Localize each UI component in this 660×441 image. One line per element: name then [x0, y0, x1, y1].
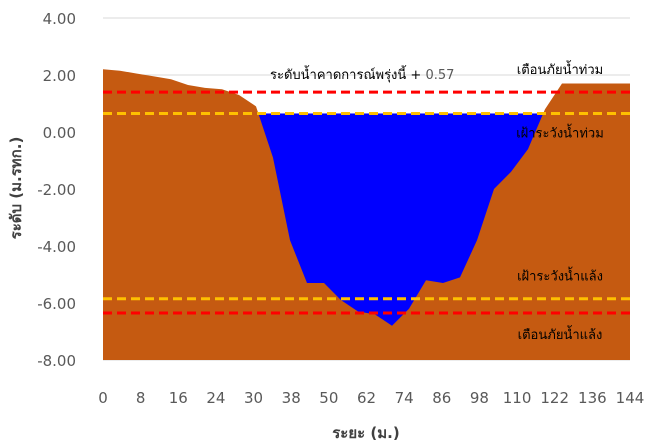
- y-tick-label-2: 0.00: [43, 124, 76, 142]
- y-tick-label-4: -4.00: [37, 238, 76, 256]
- x-axis-title: ระยะ (ม.): [332, 424, 399, 441]
- x-tick-label-11: 110: [503, 389, 532, 407]
- x-tick-label-13: 136: [578, 389, 607, 407]
- forecast-annotation-text: ระดับน้ำคาดการณ์พรุ่งนี้ +: [270, 65, 425, 83]
- x-tick-label-14: 144: [616, 389, 645, 407]
- reference-label-1: เฝ้าระวังน้ำท่วม: [516, 123, 604, 141]
- y-tick-label-6: -8.00: [37, 352, 76, 370]
- x-tick-label-10: 98: [470, 389, 489, 407]
- reference-labels: เตือนภัยน้ำท่วมเฝ้าระวังน้ำท่วมเฝ้าระวัง…: [516, 60, 604, 343]
- x-tick-label-2: 16: [169, 389, 188, 407]
- y-axis-title: ระดับ (ม.รทก.): [7, 137, 25, 240]
- y-tick-label-3: -2.00: [37, 181, 76, 199]
- x-tick-label-4: 30: [244, 389, 263, 407]
- x-tick-label-0: 0: [98, 389, 108, 407]
- x-tick-label-6: 50: [319, 389, 338, 407]
- x-tick-label-5: 38: [282, 389, 301, 407]
- x-tick-label-1: 8: [136, 389, 146, 407]
- y-tick-label-0: 4.00: [43, 10, 76, 28]
- reference-label-3: เตือนภัยน้ำแล้ง: [518, 325, 603, 343]
- reference-lines: [103, 90, 630, 315]
- x-tick-label-8: 74: [395, 389, 414, 407]
- reference-label-0: เตือนภัยน้ำท่วม: [517, 60, 603, 78]
- x-tick-label-3: 24: [206, 389, 225, 407]
- forecast-annotation: ระดับน้ำคาดการณ์พรุ่งนี้ + 0.57: [270, 65, 454, 83]
- ground-area-layer: [103, 69, 630, 361]
- y-tick-label-5: -6.00: [37, 295, 76, 313]
- x-tick-label-7: 62: [357, 389, 376, 407]
- x-axis-ticks: 0 8 16 24 30 38 50 62 74 86 98 110 122 136 144: [98, 389, 644, 407]
- forecast-annotation-value: 0.57: [425, 68, 454, 83]
- ground-profile-area: [103, 69, 630, 361]
- y-axis-ticks: 4.00 2.00 0.00 -2.00 -4.00 -6.00 -8.00: [37, 10, 76, 370]
- x-tick-label-12: 122: [540, 389, 569, 407]
- reference-label-2: เฝ้าระวังน้ำแล้ง: [517, 267, 603, 285]
- x-tick-label-9: 86: [432, 389, 451, 407]
- y-tick-label-1: 2.00: [43, 67, 76, 85]
